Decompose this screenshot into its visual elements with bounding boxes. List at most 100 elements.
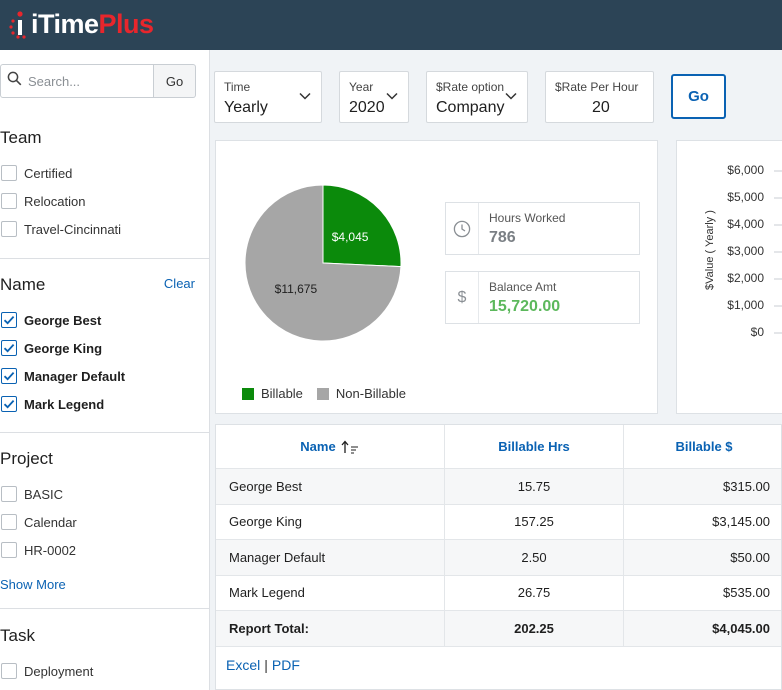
- y-tick-label: $4,000: [727, 217, 764, 231]
- checkbox[interactable]: [1, 486, 17, 502]
- table-row: George King 157.25 $3,145.00: [216, 504, 781, 540]
- cell-name: George King: [229, 514, 302, 530]
- pie-slice-billable[interactable]: [322, 184, 402, 268]
- facet-divider: [0, 608, 209, 609]
- rate-option-select[interactable]: $Rate option Company: [426, 71, 528, 123]
- facet-divider: [0, 432, 209, 433]
- cell-billable-hrs: 26.75: [517, 585, 551, 601]
- checkmark-icon: [3, 315, 15, 325]
- legend-swatch: [316, 387, 329, 400]
- facet-option-manager-default[interactable]: Manager Default: [0, 366, 125, 386]
- search-go-button[interactable]: Go: [154, 64, 196, 98]
- y-tick-label: $5,000: [727, 190, 764, 204]
- search-input[interactable]: [28, 73, 148, 89]
- time-select-label: Time: [224, 80, 251, 94]
- name-clear-link[interactable]: Clear: [163, 276, 195, 291]
- option-label: George King: [24, 340, 103, 356]
- legend-item-billable: Billable: [242, 386, 303, 401]
- table-row: Manager Default 2.50 $50.00: [216, 540, 781, 576]
- cell-name: Mark Legend: [229, 585, 305, 601]
- logo-text-itime: iTime: [31, 8, 99, 39]
- cell-billable-hrs: 15.75: [517, 478, 551, 494]
- facet-title-project: Project: [0, 449, 53, 468]
- cell-billable-amount: $3,145.00: [712, 514, 770, 530]
- rate-per-hour-field[interactable]: $Rate Per Hour 20: [545, 71, 654, 123]
- checkbox-checked[interactable]: [1, 396, 17, 412]
- option-label: BASIC: [24, 486, 64, 502]
- facet-option-relocation[interactable]: Relocation: [0, 191, 85, 211]
- checkbox[interactable]: [1, 542, 17, 558]
- option-label: Travel-Cincinnati: [24, 221, 122, 237]
- column-separator: [623, 575, 624, 610]
- column-header-label: Name: [300, 439, 336, 454]
- checkmark-icon: [3, 399, 15, 409]
- column-separator: [444, 504, 445, 539]
- facet-option-mark-legend[interactable]: Mark Legend: [0, 394, 104, 414]
- column-separator: [444, 575, 445, 610]
- rate-option-value: Company: [436, 99, 505, 116]
- cell-billable-hrs: 157.25: [514, 514, 554, 530]
- year-select[interactable]: Year 2020: [339, 71, 409, 123]
- facet-option-hr-0002[interactable]: HR-0002: [0, 540, 76, 560]
- checkbox-checked[interactable]: [1, 368, 17, 384]
- apply-go-button[interactable]: Go: [671, 74, 726, 119]
- export-links: Excel | PDF: [226, 657, 300, 673]
- app-header: iTime Plus: [0, 0, 782, 50]
- column-separator: [623, 540, 624, 575]
- bar-chart-gridline-stubs: [774, 170, 782, 334]
- cell-billable-amount: $315.00: [723, 478, 770, 494]
- sort-ascending-icon[interactable]: [340, 440, 360, 454]
- column-header-billable-hrs[interactable]: Billable Hrs: [498, 439, 570, 454]
- column-header-billable-amount[interactable]: Billable $: [675, 439, 733, 454]
- balance-amount-value: 15,720.00: [489, 298, 561, 315]
- facet-option-george-best[interactable]: George Best: [0, 310, 101, 330]
- total-label: Report Total:: [229, 620, 309, 636]
- facet-option-travel-cincinnati[interactable]: Travel-Cincinnati: [0, 219, 121, 239]
- facet-option-george-king[interactable]: George King: [0, 338, 102, 358]
- checkbox-checked[interactable]: [1, 340, 17, 356]
- app-logo[interactable]: iTime Plus: [8, 6, 154, 42]
- export-pdf-link[interactable]: PDF: [271, 657, 300, 673]
- facet-title-task: Task: [0, 626, 35, 645]
- hours-worked-label: Hours Worked: [489, 211, 566, 225]
- legend-label: Billable: [261, 386, 303, 401]
- facet-option-calendar[interactable]: Calendar: [0, 512, 77, 532]
- checkbox[interactable]: [1, 165, 17, 181]
- checkbox[interactable]: [1, 221, 17, 237]
- column-header-name[interactable]: Name: [216, 425, 444, 468]
- time-select[interactable]: Time Yearly: [214, 71, 322, 123]
- facet-option-deployment[interactable]: Deployment: [0, 661, 93, 681]
- show-more-link[interactable]: Show More: [0, 577, 66, 592]
- option-label: Certified: [24, 165, 73, 181]
- facet-title-team: Team: [0, 128, 42, 147]
- column-separator: [623, 469, 624, 504]
- column-separator: [444, 469, 445, 504]
- facet-option-basic[interactable]: BASIC: [0, 484, 63, 504]
- table-total-row: Report Total: 202.25 $4,045.00: [216, 611, 781, 647]
- cell-billable-hrs: 2.50: [521, 549, 547, 565]
- facet-option-certified[interactable]: Certified: [0, 163, 72, 183]
- export-excel-link[interactable]: Excel: [226, 657, 261, 673]
- legend-swatch: [242, 387, 254, 400]
- total-billable-amount: $4,045.00: [712, 620, 770, 636]
- hours-worked-value: 786: [489, 229, 516, 246]
- table-row: Mark Legend 26.75 $535.00: [216, 575, 781, 611]
- pie-legend: Billable Non-Billable: [242, 386, 420, 401]
- rate-per-hour-label: $Rate Per Hour: [555, 80, 639, 94]
- option-label: Mark Legend: [24, 396, 105, 412]
- column-separator: [623, 504, 624, 539]
- search-field[interactable]: [0, 64, 154, 98]
- y-tick-label: $0: [750, 325, 764, 339]
- column-separator: [444, 425, 445, 468]
- rate-per-hour-value[interactable]: 20: [592, 99, 610, 116]
- checkbox-checked[interactable]: [1, 312, 17, 328]
- checkbox[interactable]: [1, 193, 17, 209]
- checkmark-icon: [3, 343, 15, 353]
- pie-slice-non-billable[interactable]: [244, 184, 402, 342]
- legend-label: Non-Billable: [335, 386, 407, 401]
- checkbox[interactable]: [1, 663, 17, 679]
- clock-icon: [446, 203, 479, 254]
- table-header-row: Name Billable Hrs Billable $: [216, 425, 781, 469]
- checkbox[interactable]: [1, 514, 17, 530]
- chevron-down-icon: [386, 92, 398, 100]
